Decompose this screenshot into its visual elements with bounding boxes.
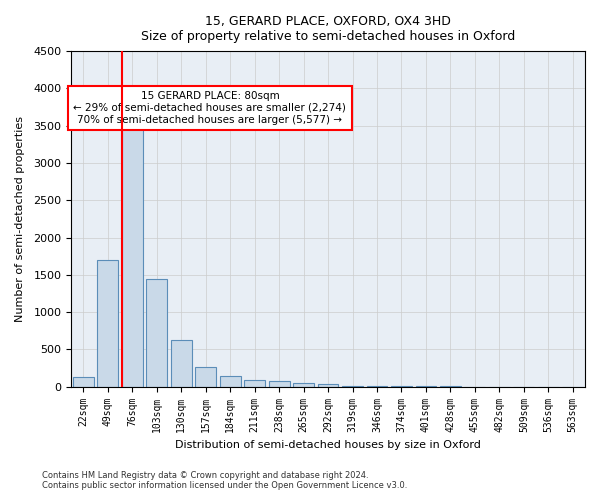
Bar xyxy=(317,384,338,386)
Bar xyxy=(196,366,216,386)
Bar xyxy=(293,382,314,386)
Bar xyxy=(146,278,167,386)
Bar xyxy=(269,382,290,386)
Text: 15 GERARD PLACE: 80sqm
← 29% of semi-detached houses are smaller (2,274)
70% of : 15 GERARD PLACE: 80sqm ← 29% of semi-det… xyxy=(73,92,346,124)
Bar xyxy=(122,126,143,386)
Y-axis label: Number of semi-detached properties: Number of semi-detached properties xyxy=(15,116,25,322)
X-axis label: Distribution of semi-detached houses by size in Oxford: Distribution of semi-detached houses by … xyxy=(175,440,481,450)
Bar xyxy=(73,377,94,386)
Text: Contains HM Land Registry data © Crown copyright and database right 2024.
Contai: Contains HM Land Registry data © Crown c… xyxy=(42,470,407,490)
Bar xyxy=(244,380,265,386)
Bar xyxy=(171,340,191,386)
Bar xyxy=(97,260,118,386)
Bar xyxy=(220,376,241,386)
Title: 15, GERARD PLACE, OXFORD, OX4 3HD
Size of property relative to semi-detached hou: 15, GERARD PLACE, OXFORD, OX4 3HD Size o… xyxy=(141,15,515,43)
